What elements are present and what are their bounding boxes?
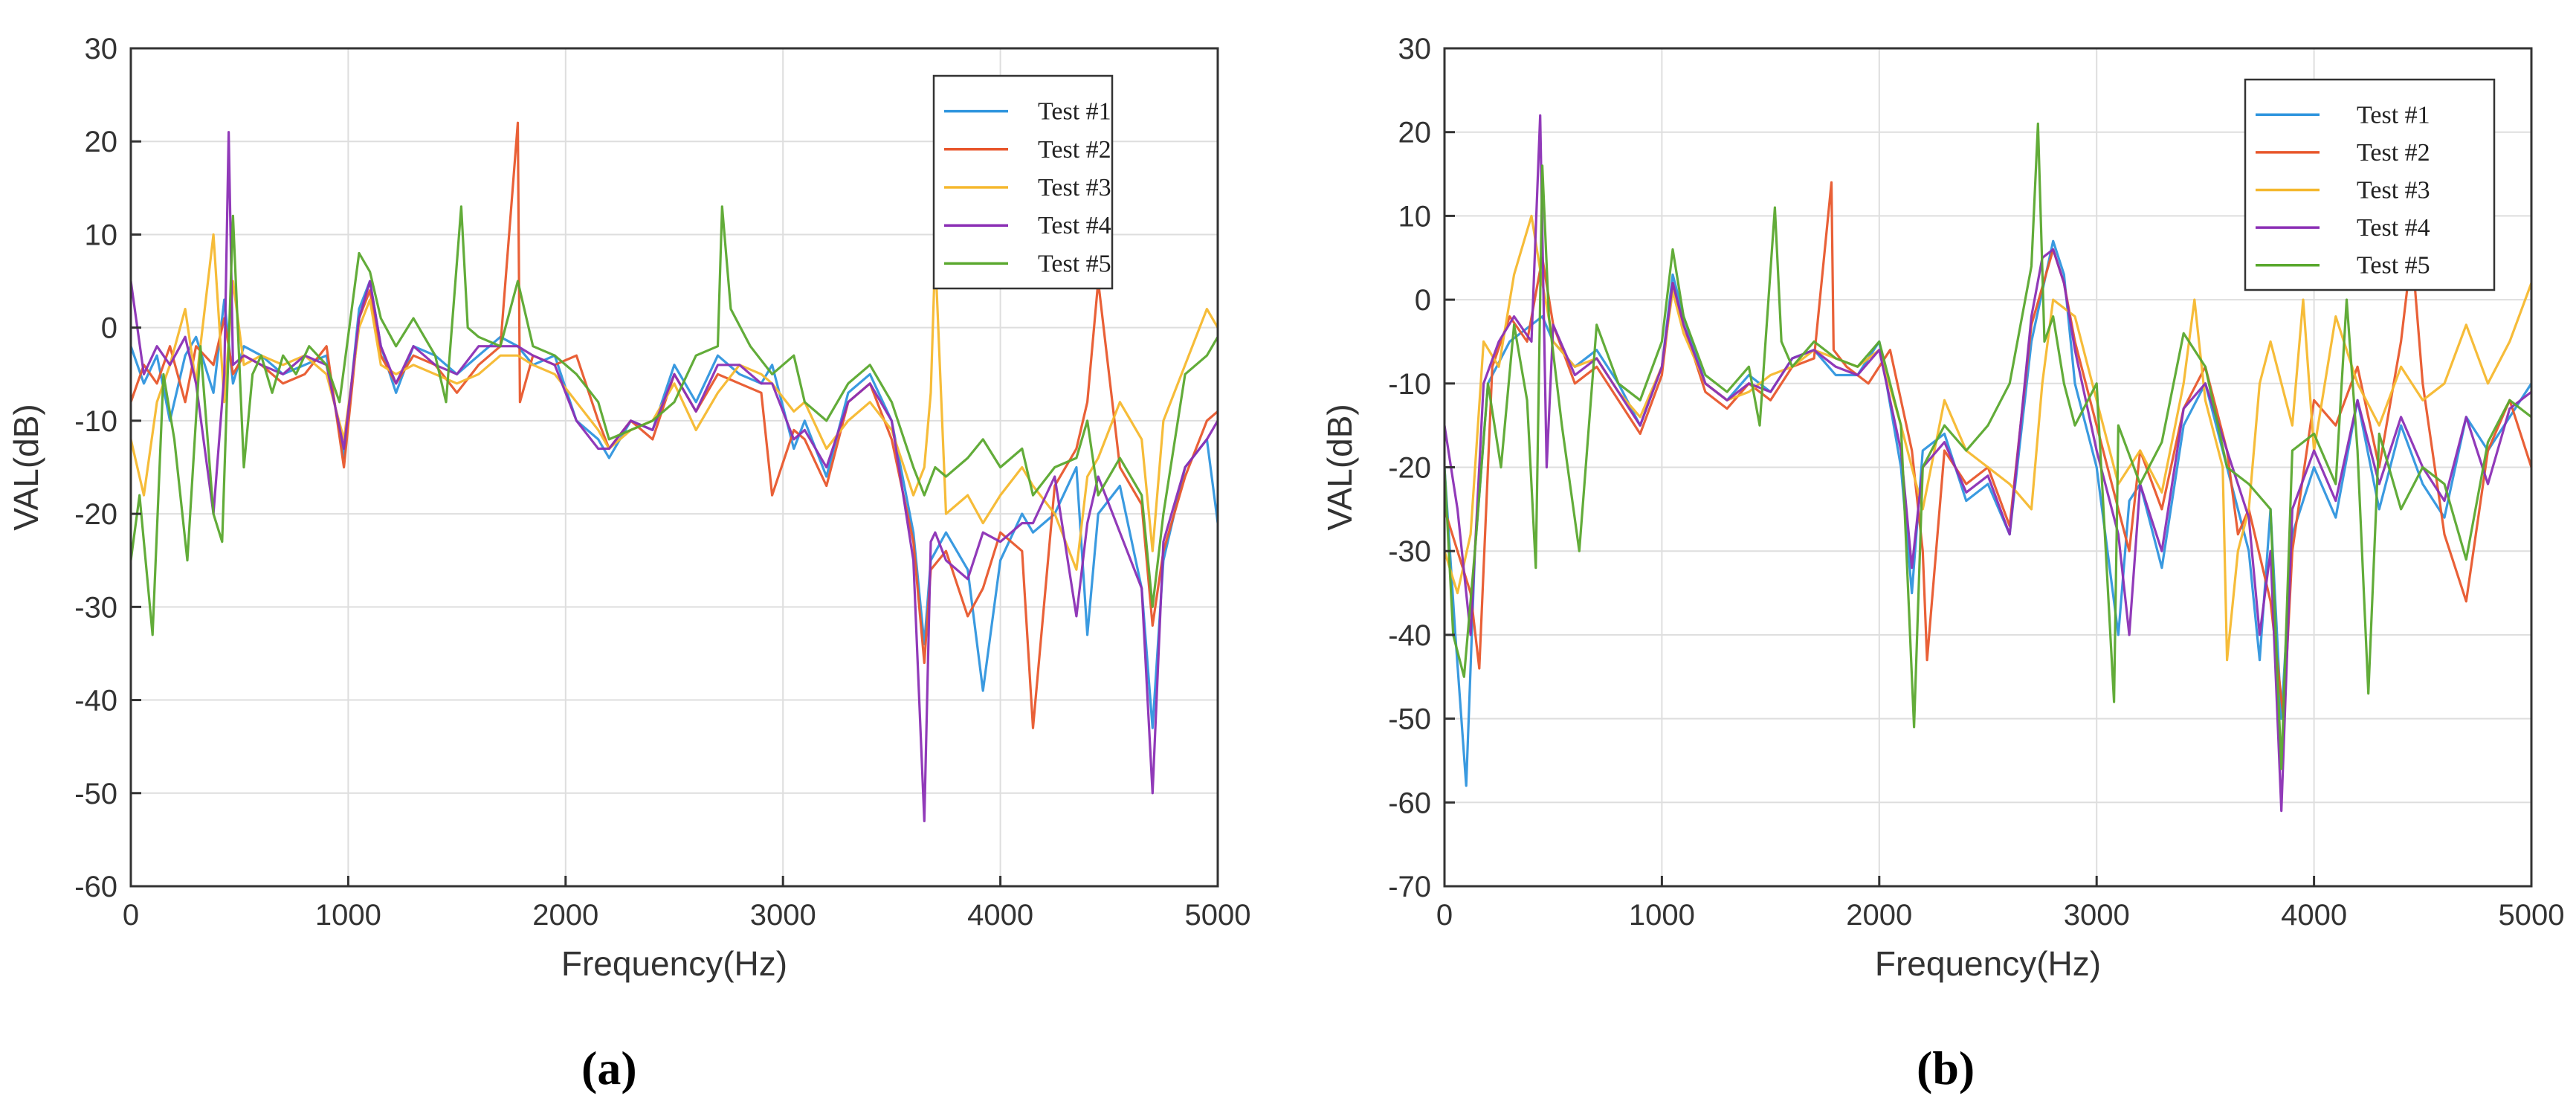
series-line-1: [1444, 239, 2531, 787]
legend-label-5: Test #5: [1038, 250, 1111, 277]
y-tick-label: -40: [1388, 619, 1431, 652]
y-tick-label: -50: [1388, 703, 1431, 736]
x-tick-label: 4000: [2281, 899, 2347, 932]
series-line-5: [1444, 122, 2531, 770]
y-axis-label: VAL(dB): [7, 404, 45, 530]
legend-label-4: Test #4: [2357, 214, 2430, 242]
y-tick-label: 20: [1398, 117, 1432, 149]
legend-label-3: Test #3: [2357, 177, 2430, 204]
y-tick-label: -40: [74, 685, 117, 717]
x-tick-label: 1000: [1629, 899, 1695, 932]
legend-label-3: Test #3: [1038, 174, 1111, 201]
series-line-2: [1444, 181, 2531, 720]
x-tick-label: 5000: [1185, 899, 1251, 932]
x-tick-label: 2000: [532, 899, 598, 932]
series-line-5: [131, 205, 1218, 636]
chart-panel-a: 0 1000 2000 3000 4000 5000 -60 -50 -40 -30 -20 -10 0…: [7, 33, 1250, 983]
series-line-3: [131, 233, 1218, 571]
y-tick-label: 10: [85, 219, 118, 251]
panel-caption-a: (a): [581, 1042, 637, 1094]
y-tick-label: 0: [1415, 284, 1431, 317]
x-tick-label: 4000: [967, 899, 1033, 932]
series-group: [1444, 114, 2531, 813]
legend-label-2: Test #2: [2357, 139, 2430, 167]
y-tick-label: -70: [1388, 871, 1431, 903]
legend-label-1: Test #1: [2357, 101, 2430, 129]
x-tick-label: 2000: [1846, 899, 1912, 932]
y-tick-label: -20: [1388, 452, 1431, 485]
x-tick-label: 5000: [2499, 899, 2565, 932]
y-tick-label: -50: [74, 778, 117, 810]
panel-caption-b: (b): [1917, 1042, 1975, 1094]
x-tick-label: 0: [1436, 899, 1453, 932]
series-line-4: [1444, 114, 2531, 813]
series-group: [131, 121, 1218, 822]
y-tick-label: 30: [85, 33, 118, 65]
legend-label-4: Test #4: [1038, 212, 1111, 239]
y-axis-label: VAL(dB): [1320, 404, 1359, 530]
x-axis-label: Frequency(Hz): [1875, 944, 2101, 983]
x-tick-label: 3000: [2064, 899, 2130, 932]
y-tick-label: -30: [1388, 535, 1431, 568]
x-tick-label: 3000: [750, 899, 816, 932]
y-tick-label: 0: [101, 312, 117, 345]
y-tick-label: 10: [1398, 200, 1432, 233]
y-tick-label: 20: [85, 126, 118, 158]
y-tick-label: -10: [1388, 368, 1431, 401]
y-tick-label: -10: [74, 405, 117, 438]
legend: Test #1 Test #2 Test #3 Test #4 Test #5: [2244, 78, 2496, 291]
y-tick-label: -30: [74, 591, 117, 624]
axes-frame: [129, 47, 1219, 888]
x-tick-label: 0: [123, 899, 139, 932]
series-line-1: [131, 280, 1218, 729]
legend-label-1: Test #1: [1038, 98, 1111, 126]
legend-label-2: Test #2: [1038, 136, 1111, 164]
y-tick-label: -60: [74, 871, 117, 903]
y-tick-label: -60: [1388, 787, 1431, 819]
y-tick-label: 30: [1398, 33, 1432, 65]
x-axis-label: Frequency(Hz): [561, 944, 787, 983]
chart-panel-b: 0 1000 2000 3000 4000 5000 -70 -60 -50 -40 -30 -20 -…: [1320, 33, 2564, 983]
y-tick-label: -20: [74, 498, 117, 531]
legend: Test #1 Test #2 Test #3 Test #4 Test #5: [932, 74, 1114, 290]
legend-label-5: Test #5: [2357, 252, 2430, 280]
x-tick-label: 1000: [315, 899, 381, 932]
